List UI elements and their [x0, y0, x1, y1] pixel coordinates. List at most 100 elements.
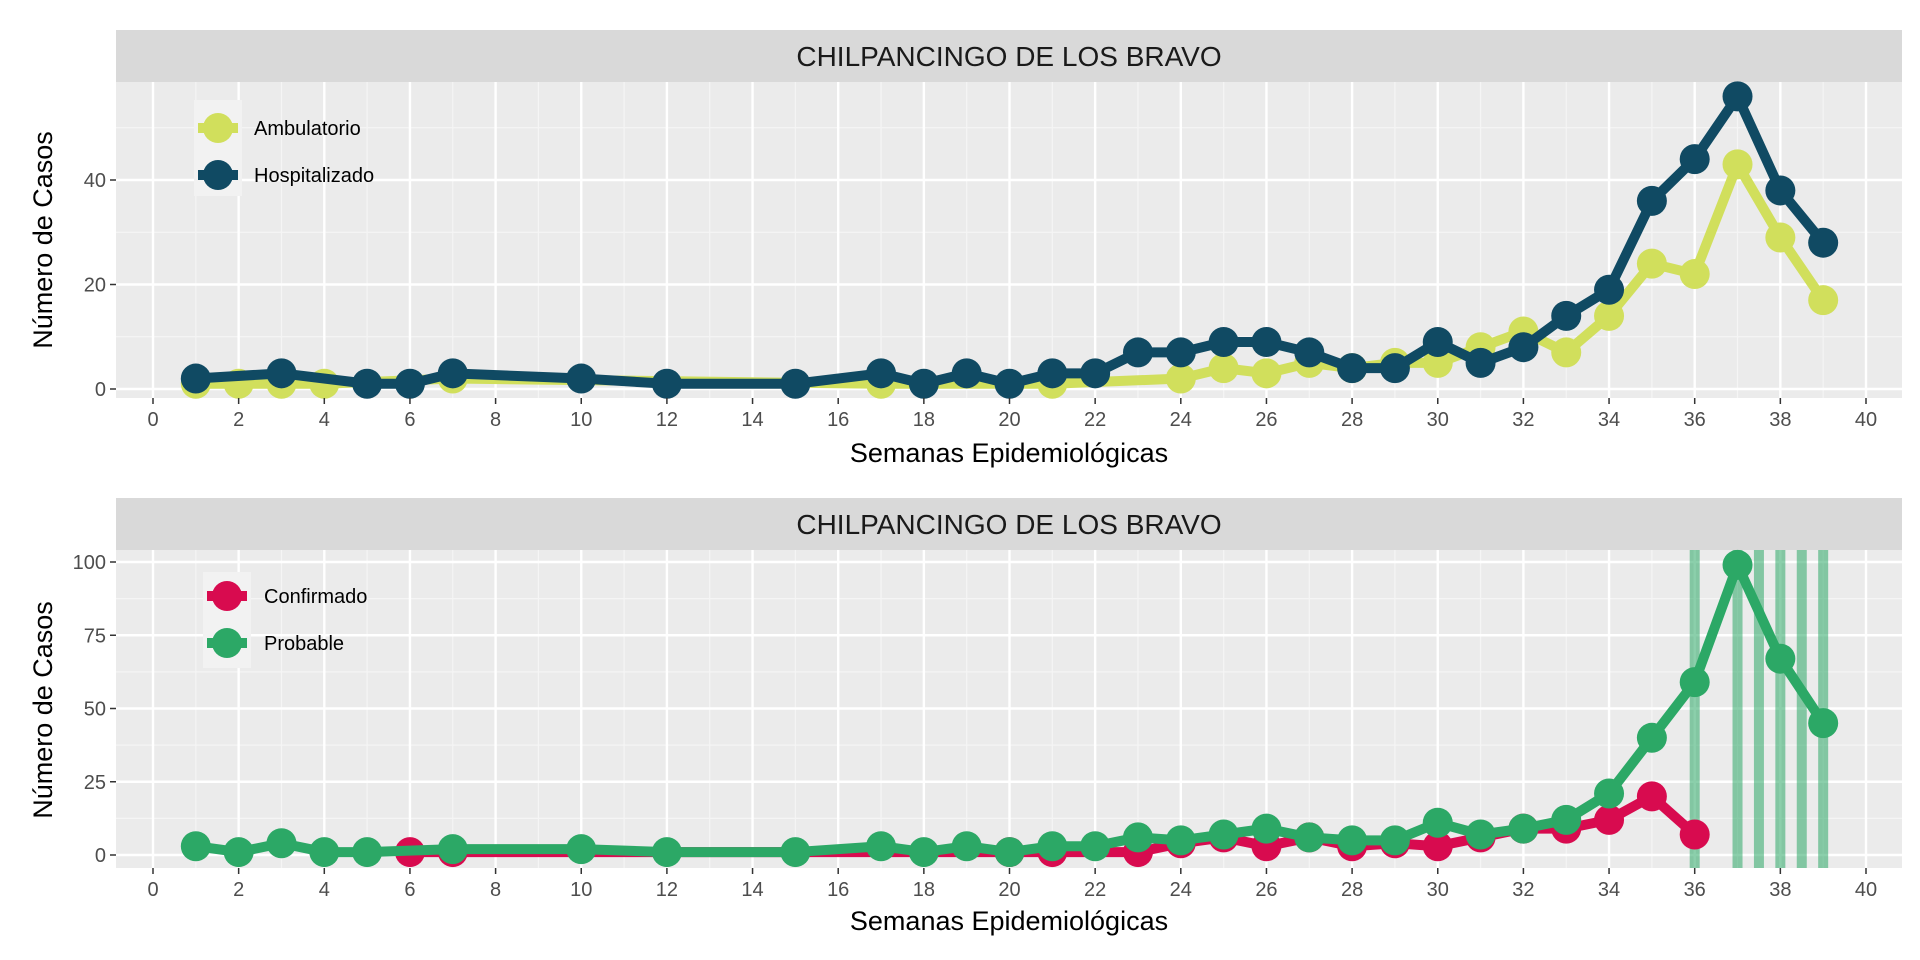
panel-title: CHILPANCINGO DE LOS BRAVO — [796, 509, 1221, 540]
x-tick-label: 12 — [656, 409, 678, 431]
data-point-hospitalizado — [1594, 274, 1625, 305]
data-point-hospitalizado — [1636, 185, 1667, 216]
x-axis-ticks: 0 2 4 6 8 10 12 14 16 18 20 22 24 26 28 30 32 34 36 38 40 — [147, 398, 1877, 431]
data-point-ambulatorio — [1551, 337, 1582, 368]
x-tick-label: 32 — [1512, 879, 1534, 901]
data-point-probable — [951, 831, 982, 862]
x-tick-label: 4 — [319, 879, 330, 901]
x-tick-label: 18 — [913, 409, 935, 431]
data-point-probable — [1379, 825, 1410, 856]
data-point-probable — [1594, 778, 1625, 809]
x-tick-label: 32 — [1512, 409, 1534, 431]
data-point-hospitalizado — [1679, 144, 1710, 175]
data-point-hospitalizado — [1251, 326, 1282, 357]
data-point-ambulatorio — [1165, 363, 1196, 394]
data-point-probable — [266, 828, 297, 859]
y-axis-title: Número de Casos — [28, 601, 58, 819]
x-tick-label: 30 — [1427, 879, 1449, 901]
data-point-probable — [1251, 813, 1282, 844]
data-point-hospitalizado — [1551, 300, 1582, 331]
data-point-probable — [1294, 822, 1325, 853]
x-tick-label: 26 — [1255, 409, 1277, 431]
x-axis-title: Semanas Epidemiológicas — [850, 906, 1168, 936]
y-tick-label: 75 — [84, 625, 106, 647]
data-point-probable — [866, 831, 897, 862]
data-point-hospitalizado — [437, 358, 468, 389]
x-tick-label: 34 — [1598, 409, 1620, 431]
panel-strip — [116, 30, 1902, 82]
data-point-probable — [780, 837, 811, 868]
x-tick-label: 10 — [570, 879, 592, 901]
x-tick-label: 40 — [1855, 879, 1877, 901]
x-tick-label: 12 — [656, 879, 678, 901]
data-point-probable — [1765, 643, 1796, 674]
data-point-hospitalizado — [180, 363, 211, 394]
data-point-hospitalizado — [266, 358, 297, 389]
data-point-probable — [651, 837, 682, 868]
data-point-hospitalizado — [1208, 326, 1239, 357]
data-point-confirmado — [1636, 781, 1667, 812]
x-tick-label: 4 — [319, 409, 330, 431]
data-point-probable — [1722, 549, 1753, 580]
x-tick-label: 28 — [1341, 879, 1363, 901]
reference-lines — [1689, 550, 1829, 868]
data-point-hospitalizado — [994, 368, 1025, 399]
data-point-probable — [309, 837, 340, 868]
data-point-probable — [1165, 825, 1196, 856]
data-point-ambulatorio — [1722, 149, 1753, 180]
data-point-confirmado — [1594, 804, 1625, 835]
x-tick-label: 2 — [233, 879, 244, 901]
data-point-probable — [1679, 667, 1710, 698]
y-axis-ticks: 0 25 50 75 100 — [73, 552, 116, 867]
data-point-probable — [1551, 804, 1582, 835]
legend: Confirmado Probable — [203, 572, 367, 668]
data-point-ambulatorio — [1208, 353, 1239, 384]
data-point-hospitalizado — [352, 368, 383, 399]
legend-label-ambulatorio: Ambulatorio — [254, 118, 361, 140]
y-tick-label: 0 — [95, 379, 106, 401]
data-point-hospitalizado — [1080, 358, 1111, 389]
legend-label-hospitalizado: Hospitalizado — [254, 165, 374, 187]
data-point-probable — [1122, 822, 1153, 853]
data-point-hospitalizado — [951, 358, 982, 389]
data-point-probable — [352, 837, 383, 868]
x-tick-label: 20 — [998, 879, 1020, 901]
x-axis-ticks: 0 2 4 6 8 10 12 14 16 18 20 22 24 26 28 30 32 34 36 38 40 — [147, 868, 1877, 901]
data-point-ambulatorio — [1422, 347, 1453, 378]
x-tick-label: 40 — [1855, 409, 1877, 431]
series-layer — [180, 549, 1839, 868]
y-tick-label: 25 — [84, 772, 106, 794]
data-point-hospitalizado — [1122, 337, 1153, 368]
data-point-hospitalizado — [651, 368, 682, 399]
series-layer — [180, 81, 1839, 399]
x-tick-label: 22 — [1084, 409, 1106, 431]
data-point-probable — [1037, 831, 1068, 862]
data-point-ambulatorio — [1679, 259, 1710, 290]
x-tick-label: 20 — [998, 409, 1020, 431]
data-point-probable — [437, 834, 468, 865]
x-tick-label: 24 — [1170, 409, 1192, 431]
data-point-ambulatorio — [1765, 222, 1796, 253]
y-tick-label: 50 — [84, 699, 106, 721]
legend-key-marker-hospitalizado — [203, 160, 233, 190]
data-point-ambulatorio — [1251, 358, 1282, 389]
data-point-hospitalizado — [1037, 358, 1068, 389]
data-point-hospitalizado — [866, 358, 897, 389]
x-tick-label: 28 — [1341, 409, 1363, 431]
data-point-confirmado — [1422, 831, 1453, 862]
data-point-probable — [1208, 819, 1239, 850]
data-point-hospitalizado — [394, 368, 425, 399]
y-tick-label: 0 — [95, 845, 106, 867]
x-tick-label: 0 — [147, 879, 158, 901]
legend-label-probable: Probable — [264, 633, 344, 655]
data-point-hospitalizado — [1722, 81, 1753, 112]
x-tick-label: 10 — [570, 409, 592, 431]
data-point-hospitalizado — [1422, 326, 1453, 357]
data-point-probable — [180, 831, 211, 862]
data-point-hospitalizado — [1294, 337, 1325, 368]
data-point-hospitalizado — [1808, 227, 1839, 258]
x-tick-label: 2 — [233, 409, 244, 431]
x-axis-title: Semanas Epidemiológicas — [850, 438, 1168, 468]
